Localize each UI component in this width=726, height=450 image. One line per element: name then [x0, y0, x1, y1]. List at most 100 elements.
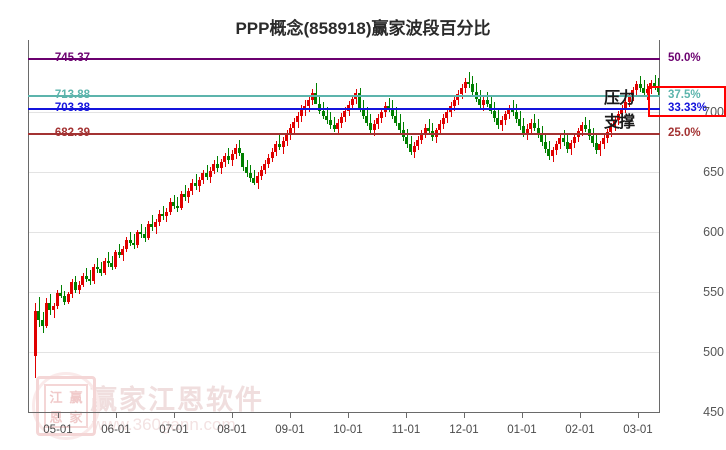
candle-body	[376, 118, 379, 124]
candle-body	[657, 86, 660, 92]
candle-body	[118, 252, 121, 255]
candle-body	[56, 293, 59, 307]
support-label: 支撑	[604, 113, 635, 131]
candle-body	[209, 170, 212, 177]
candle-wick	[185, 185, 186, 201]
candle-body	[125, 240, 128, 249]
watermark-seal-char: 赢	[69, 389, 83, 405]
candle-body	[453, 100, 456, 106]
candle-body	[205, 173, 208, 177]
x-axis-tick-label: 11-01	[391, 424, 421, 436]
candle-body	[340, 116, 343, 123]
candle-body	[176, 205, 179, 208]
candle-body	[121, 248, 124, 255]
candle-wick	[108, 252, 109, 267]
candle-body	[628, 96, 631, 103]
watermark-seal: 江赢恩家	[36, 376, 96, 436]
candle-body	[267, 157, 270, 164]
candle-body	[467, 82, 470, 85]
candle-body	[405, 137, 408, 145]
candle-body	[180, 193, 183, 208]
candle-body	[114, 252, 117, 267]
gridline	[28, 292, 660, 293]
candle-wick	[239, 139, 240, 157]
candle-body	[639, 84, 642, 88]
x-axis-tick	[290, 412, 291, 418]
gann-level-line	[28, 133, 660, 136]
x-axis-tick	[406, 412, 407, 418]
gann-level-percent-label: 50.0%	[668, 51, 701, 64]
x-axis-tick	[638, 412, 639, 418]
candle-body	[606, 132, 609, 139]
candle-body	[496, 118, 499, 126]
watermark-seal-char: 家	[69, 409, 83, 425]
candle-body	[227, 156, 230, 160]
candle-wick	[130, 232, 131, 247]
candle-body	[504, 114, 507, 121]
candle-body	[544, 142, 547, 150]
candle-body	[646, 89, 649, 93]
candle-body	[558, 138, 561, 145]
candle-body	[511, 108, 514, 112]
y-axis-tick-label: 450	[703, 405, 724, 419]
x-axis-tick	[174, 412, 175, 418]
gann-level-percent-label: 33.33%	[668, 101, 708, 114]
candle-body	[37, 311, 40, 320]
gann-level-line	[28, 107, 660, 110]
candle-body	[642, 88, 645, 93]
candle-body	[551, 150, 554, 157]
candle-body	[562, 138, 565, 142]
candle-body	[285, 133, 288, 141]
x-axis-tick-label: 10-01	[333, 424, 363, 436]
candle-body	[136, 232, 139, 246]
candle-wick	[334, 116, 335, 133]
candle-wick	[196, 174, 197, 190]
candle-body	[245, 167, 248, 174]
candle-body	[59, 293, 62, 296]
candle-body	[81, 276, 84, 285]
chart-title: PPP概念(858918)赢家波段百分比	[235, 19, 491, 38]
candle-body	[540, 134, 543, 142]
candle-wick	[640, 76, 641, 92]
candle-body	[303, 106, 306, 110]
x-axis-tick	[464, 412, 465, 418]
candle-body	[67, 294, 70, 302]
candle-body	[271, 151, 274, 158]
candle-body	[653, 83, 656, 87]
candle-body	[41, 319, 44, 326]
candle-body	[201, 173, 204, 181]
watermark-seal-char: 恩	[49, 409, 63, 425]
candle-wick	[97, 258, 98, 273]
candle-body	[139, 232, 142, 235]
candle-body	[187, 191, 190, 198]
candle-body	[154, 222, 157, 228]
candle-body	[300, 109, 303, 116]
candle-body	[231, 154, 234, 160]
candle-body	[591, 136, 594, 144]
gann-level-percent-label: 25.0%	[668, 127, 701, 140]
candle-body	[358, 92, 361, 109]
candle-body	[624, 102, 627, 109]
candle-body	[74, 282, 77, 290]
candle-body	[613, 120, 616, 127]
candle-body	[110, 263, 113, 267]
candle-body	[63, 295, 66, 302]
candle-body	[85, 276, 88, 279]
gann-level-price-label: 713.88	[54, 89, 90, 102]
candle-body	[322, 110, 325, 116]
candle-body	[99, 269, 102, 273]
gann-level-line	[28, 95, 660, 98]
candle-body	[263, 163, 266, 170]
candle-body	[493, 110, 496, 118]
x-axis-tick-label: 05-01	[43, 424, 73, 436]
candle-wick	[163, 205, 164, 220]
candle-body	[96, 266, 99, 270]
x-axis-tick	[116, 412, 117, 418]
candle-body	[343, 110, 346, 117]
candle-body	[278, 144, 281, 147]
candle-body	[445, 112, 448, 118]
candle-body	[598, 144, 601, 151]
candle-wick	[141, 223, 142, 238]
candle-body	[413, 145, 416, 152]
candle-body	[70, 282, 73, 295]
